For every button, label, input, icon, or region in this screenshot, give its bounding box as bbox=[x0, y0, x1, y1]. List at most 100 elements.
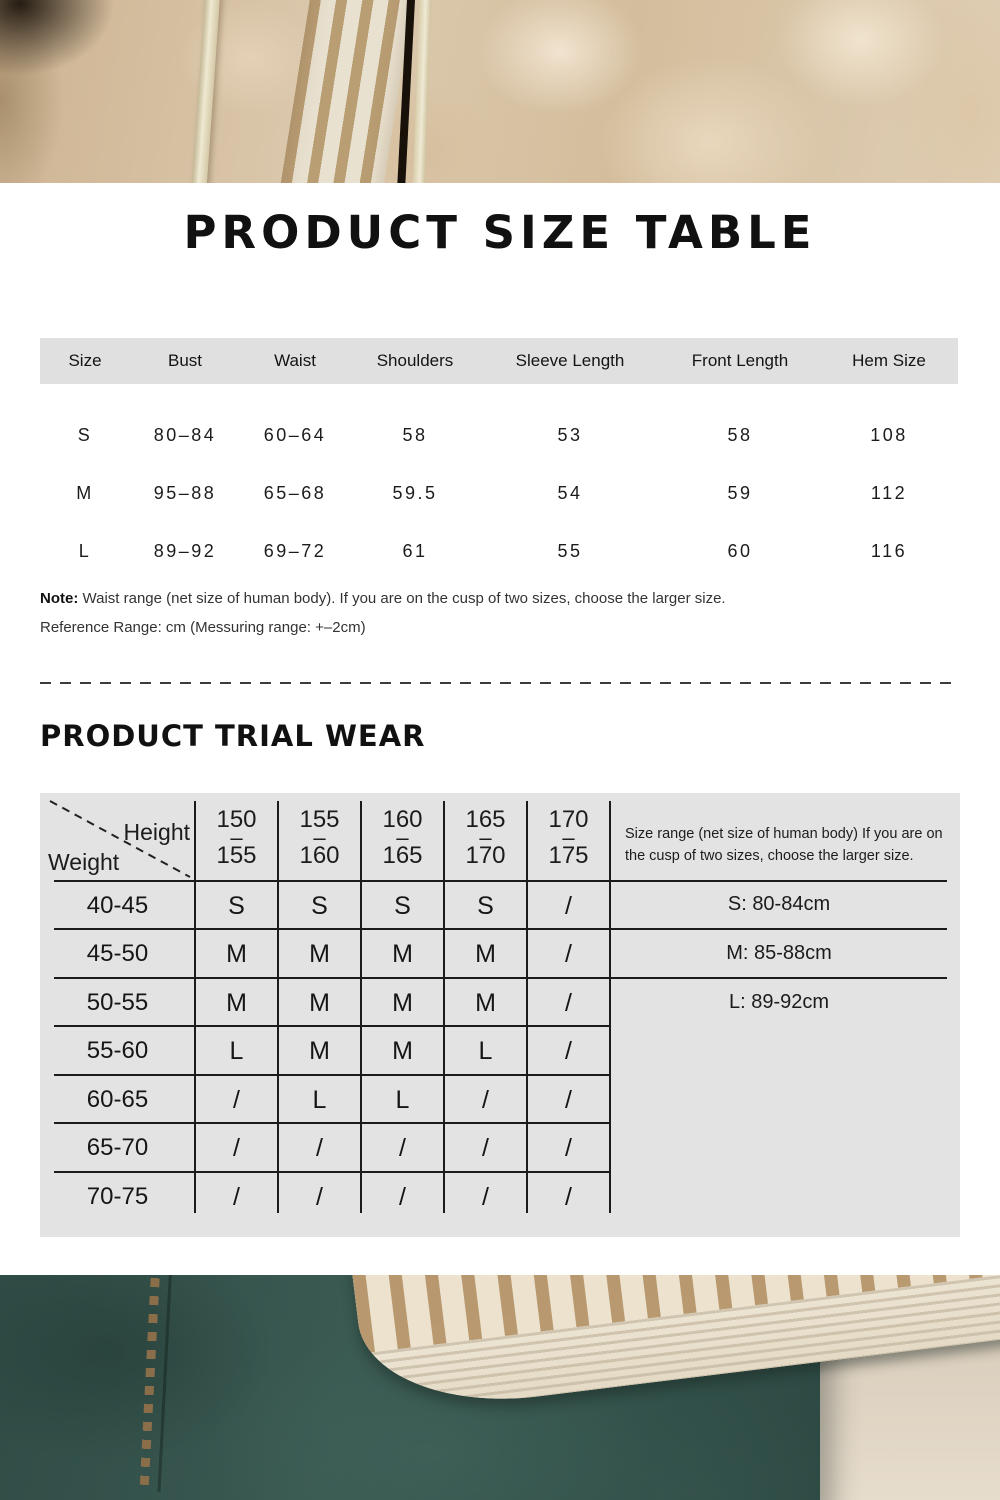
grid-vline bbox=[609, 801, 611, 1213]
trial-cell: / bbox=[316, 1182, 323, 1211]
size-cell: S bbox=[77, 424, 93, 445]
weight-label: 60-65 bbox=[86, 1086, 149, 1113]
size-cell: 54 bbox=[557, 482, 583, 503]
height-col-170-175: 170 – 175 bbox=[527, 807, 610, 869]
grid-hline bbox=[54, 1171, 611, 1173]
trial-wear-table: Height Weight 150 – 155 155 – 160 160 – … bbox=[40, 793, 960, 1237]
side-size-s: S: 80-84cm bbox=[727, 893, 831, 915]
corner-diagonal-line bbox=[49, 800, 191, 878]
grid-vline bbox=[526, 801, 528, 1213]
note-line-2: Reference Range: cm (Messuring range: +–… bbox=[40, 619, 366, 636]
trial-cell: / bbox=[482, 1133, 489, 1162]
trial-cell: L bbox=[229, 1036, 244, 1065]
trial-cell: / bbox=[482, 1085, 489, 1114]
column-header-size: Size bbox=[68, 351, 102, 370]
trial-cell: L bbox=[478, 1036, 493, 1065]
zigzag-knit-trim bbox=[276, 0, 416, 183]
trial-cell: S bbox=[228, 891, 245, 920]
size-cell: 95–88 bbox=[153, 482, 217, 503]
column-header-shoulders: Shoulders bbox=[376, 351, 454, 370]
column-header-bust: Bust bbox=[167, 351, 203, 370]
height-col-160-165: 160 – 165 bbox=[361, 807, 444, 869]
size-range-note: Size range (net size of human body) If y… bbox=[625, 826, 943, 864]
trial-cell: / bbox=[565, 891, 572, 920]
grid-hline bbox=[54, 1074, 611, 1076]
trial-cell: / bbox=[565, 1133, 572, 1162]
drawstring-cord-right bbox=[412, 0, 432, 183]
size-row-l: L 89–92 69–72 61 55 60 116 bbox=[40, 522, 958, 580]
trial-cell: / bbox=[399, 1133, 406, 1162]
size-cell: 58 bbox=[402, 424, 428, 445]
trial-cell: / bbox=[316, 1133, 323, 1162]
grid-hline bbox=[54, 977, 947, 979]
height-col-165-170: 165 – 170 bbox=[444, 807, 527, 869]
grid-vline bbox=[443, 801, 445, 1213]
page-title: PRODUCT SIZE TABLE bbox=[183, 206, 817, 259]
trial-cell: / bbox=[565, 1182, 572, 1211]
height-col-150-155: 150 – 155 bbox=[195, 807, 278, 869]
grid-hline bbox=[54, 1122, 611, 1124]
trial-cell: M bbox=[226, 988, 247, 1017]
grid-vline bbox=[194, 801, 196, 1213]
size-cell: 80–84 bbox=[153, 424, 217, 445]
weight-label: 45-50 bbox=[86, 940, 149, 967]
grid-hline bbox=[54, 1025, 611, 1027]
size-cell: 61 bbox=[402, 540, 428, 561]
grid-hline bbox=[54, 880, 947, 882]
trial-wear-title: PRODUCT TRIAL WEAR bbox=[40, 719, 426, 753]
size-cell: 55 bbox=[557, 540, 583, 561]
trial-cell: M bbox=[392, 1036, 413, 1065]
trial-row-55-60: 55-60 L M M L / bbox=[40, 1027, 611, 1075]
note-line-1: Note: Waist range (net size of human bod… bbox=[40, 588, 960, 610]
product-photo-bottom-denim bbox=[0, 1275, 1000, 1500]
trial-cell: M bbox=[475, 939, 496, 968]
size-table-notes: Note: Waist range (net size of human bod… bbox=[40, 588, 960, 639]
trial-cell: S bbox=[477, 891, 494, 920]
size-cell: 53 bbox=[557, 424, 583, 445]
weight-label: 55-60 bbox=[86, 1037, 149, 1064]
drawstring-cord-left bbox=[190, 0, 221, 183]
trial-cell: / bbox=[565, 939, 572, 968]
trial-cell: / bbox=[233, 1133, 240, 1162]
dashed-divider bbox=[40, 682, 958, 684]
trial-row-65-70: 65-70 / / / / / bbox=[40, 1124, 611, 1172]
trial-row-40-45: 40-45 S S S S / bbox=[40, 882, 611, 930]
weight-label: 70-75 bbox=[86, 1183, 149, 1210]
size-cell: 65–68 bbox=[263, 482, 327, 503]
trial-cell: / bbox=[565, 1085, 572, 1114]
column-header-sleeve-length: Sleeve Length bbox=[515, 351, 625, 370]
column-header-hem-size: Hem Size bbox=[852, 351, 926, 370]
column-header-waist: Waist bbox=[274, 351, 316, 370]
size-table-header-row: Size Bust Waist Shoulders Sleeve Length … bbox=[40, 338, 958, 384]
size-cell: 58 bbox=[727, 424, 753, 445]
trial-cell: / bbox=[399, 1182, 406, 1211]
trial-cell: / bbox=[565, 988, 572, 1017]
trial-cell: M bbox=[309, 939, 330, 968]
trial-row-70-75: 70-75 / / / / / bbox=[40, 1173, 611, 1221]
size-cell: 112 bbox=[870, 482, 908, 503]
size-row-m: M 95–88 65–68 59.5 54 59 112 bbox=[40, 464, 958, 522]
trial-cell: M bbox=[392, 939, 413, 968]
weight-label: 40-45 bbox=[86, 892, 149, 919]
trial-row-45-50: 45-50 M M M M / bbox=[40, 930, 611, 978]
size-cell: 89–92 bbox=[153, 540, 217, 561]
size-cell: 116 bbox=[870, 540, 908, 561]
note-text: Waist range (net size of human body). If… bbox=[78, 590, 726, 607]
corner-label-height: Height bbox=[123, 819, 190, 845]
grid-vline bbox=[360, 801, 362, 1213]
trial-cell: M bbox=[226, 939, 247, 968]
size-row-s: S 80–84 60–64 58 53 58 108 bbox=[40, 406, 958, 464]
size-cell: 59.5 bbox=[392, 482, 438, 503]
grid-vline bbox=[277, 801, 279, 1213]
product-photo-top-fleece bbox=[0, 0, 1000, 183]
trial-cell: M bbox=[309, 1036, 330, 1065]
trial-cell: / bbox=[233, 1085, 240, 1114]
size-cell: 69–72 bbox=[263, 540, 327, 561]
trial-cell: / bbox=[233, 1182, 240, 1211]
size-table: Size Bust Waist Shoulders Sleeve Length … bbox=[40, 338, 958, 580]
trial-cell: S bbox=[394, 891, 411, 920]
size-cell: 60–64 bbox=[263, 424, 327, 445]
trial-cell: L bbox=[312, 1085, 327, 1114]
size-cell: 59 bbox=[727, 482, 753, 503]
